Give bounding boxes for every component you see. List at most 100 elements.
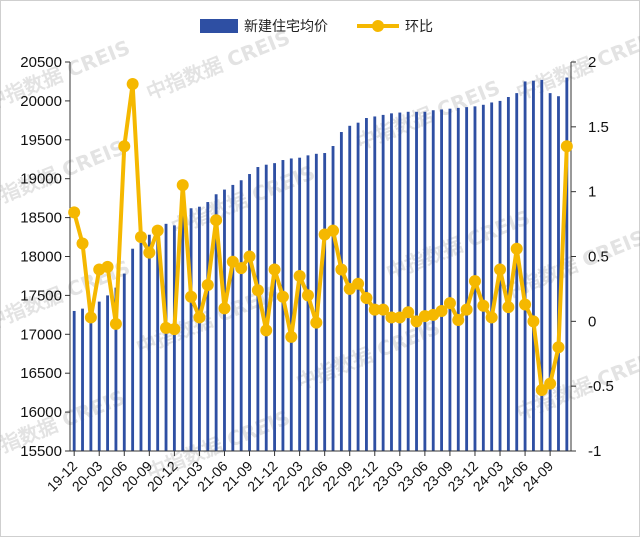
mom-point	[168, 323, 181, 336]
mom-point	[360, 291, 373, 304]
bar-mark	[89, 307, 93, 451]
bar-mark	[481, 104, 485, 451]
mom-point	[477, 299, 490, 312]
bar-mark	[298, 157, 302, 451]
y-left-tick-label: 16500	[20, 365, 62, 382]
y-right-tick-label: 1	[588, 184, 596, 201]
mom-point	[310, 316, 323, 329]
mom-point	[402, 306, 415, 319]
mom-point	[276, 290, 289, 303]
y-right-tick-label: -1	[588, 443, 601, 460]
bar-mark	[456, 107, 460, 452]
bar-mark	[97, 301, 101, 451]
mom-point	[527, 315, 540, 328]
legend: 新建住宅均价 环比	[200, 19, 433, 35]
bar-mark	[81, 308, 84, 451]
bar-mark	[264, 164, 268, 451]
y-right-tick-label: 0.5	[588, 249, 609, 266]
legend-swatch-bar	[200, 19, 238, 33]
bar-mark	[423, 111, 427, 451]
mom-point	[251, 284, 264, 297]
bar-mark	[147, 234, 151, 451]
legend-swatch-marker	[372, 20, 384, 32]
bar-mark	[198, 206, 201, 451]
line-series	[68, 78, 573, 397]
mom-point	[377, 303, 390, 316]
mom-point	[109, 317, 122, 330]
mom-point	[84, 311, 97, 324]
bar-mark	[532, 80, 535, 452]
watermark-text: 中指数据 CREIS	[513, 345, 640, 424]
mom-point	[560, 140, 573, 153]
mom-point	[118, 140, 131, 153]
bar-mark	[381, 114, 385, 452]
mom-point	[435, 304, 448, 317]
bar-mark	[523, 81, 527, 451]
bar-mark	[181, 209, 185, 451]
mom-point	[443, 297, 456, 310]
y-left-tick-label: 19000	[20, 171, 62, 188]
mom-point	[235, 262, 248, 275]
bar-mark	[122, 273, 126, 451]
y-left-tick-label: 17500	[20, 287, 62, 304]
mom-point	[327, 224, 340, 237]
mom-point	[335, 263, 348, 276]
mom-point	[301, 289, 314, 302]
mom-point	[535, 384, 548, 397]
bar-mark	[540, 79, 544, 451]
mom-point	[243, 250, 256, 263]
mom-point	[143, 246, 156, 259]
mom-point	[285, 330, 298, 343]
y-right-tick-label: 0	[588, 313, 596, 330]
mom-point	[494, 263, 507, 276]
mom-point	[201, 279, 214, 292]
bar-mark	[256, 167, 260, 451]
watermark-text: 中指数据 CREIS	[513, 25, 640, 104]
mom-point	[485, 311, 498, 324]
bar-mark	[365, 118, 368, 452]
bar-mark	[431, 110, 435, 452]
bar-mark	[323, 153, 327, 451]
bar-mark	[373, 116, 377, 452]
watermark-text: 中指数据 CREIS	[143, 25, 293, 104]
bar-mark	[398, 112, 402, 451]
mom-point	[293, 269, 306, 282]
mom-point	[268, 263, 281, 276]
y-right-tick-label: 1.5	[588, 119, 609, 136]
legend-label-mom: 环比	[405, 19, 433, 35]
mom-point	[218, 302, 231, 315]
bar-mark	[448, 108, 452, 452]
bar-mark	[440, 109, 443, 452]
legend-label-price: 新建住宅均价	[244, 19, 328, 35]
y-left-tick-label: 16000	[20, 404, 62, 421]
mom-point	[468, 275, 481, 288]
bar-mark	[390, 113, 393, 451]
mom-point	[68, 206, 81, 219]
bar-mark	[223, 189, 226, 451]
y-left-tick-label: 18000	[20, 249, 62, 266]
bar-mark	[139, 239, 143, 451]
watermark-text: 中指数据 CREIS	[0, 135, 128, 214]
mom-point	[385, 311, 398, 324]
y-left-tick-label: 20500	[20, 54, 62, 71]
mom-point	[101, 260, 114, 273]
mom-point	[544, 377, 557, 390]
y-right-tick-label: 2	[588, 54, 596, 71]
mom-point	[193, 311, 206, 324]
bar-mark	[114, 287, 118, 451]
y-right-tick-label: -0.5	[588, 378, 614, 395]
bar-mark	[156, 230, 160, 451]
watermark-text: 中指数据 CREIS	[0, 385, 128, 464]
bar-mark	[306, 155, 310, 452]
y-left-tick-label: 17000	[20, 326, 62, 343]
bar-mark	[231, 184, 235, 452]
bar-mark	[465, 107, 469, 452]
bar-mark	[189, 208, 193, 451]
bar-mark	[339, 132, 343, 451]
y-left-tick-label: 20000	[20, 93, 62, 110]
y-left-tick-label: 19500	[20, 132, 62, 149]
y-left-tick-label: 15500	[20, 443, 62, 460]
bar-mark	[557, 96, 560, 451]
mom-point	[510, 242, 523, 255]
